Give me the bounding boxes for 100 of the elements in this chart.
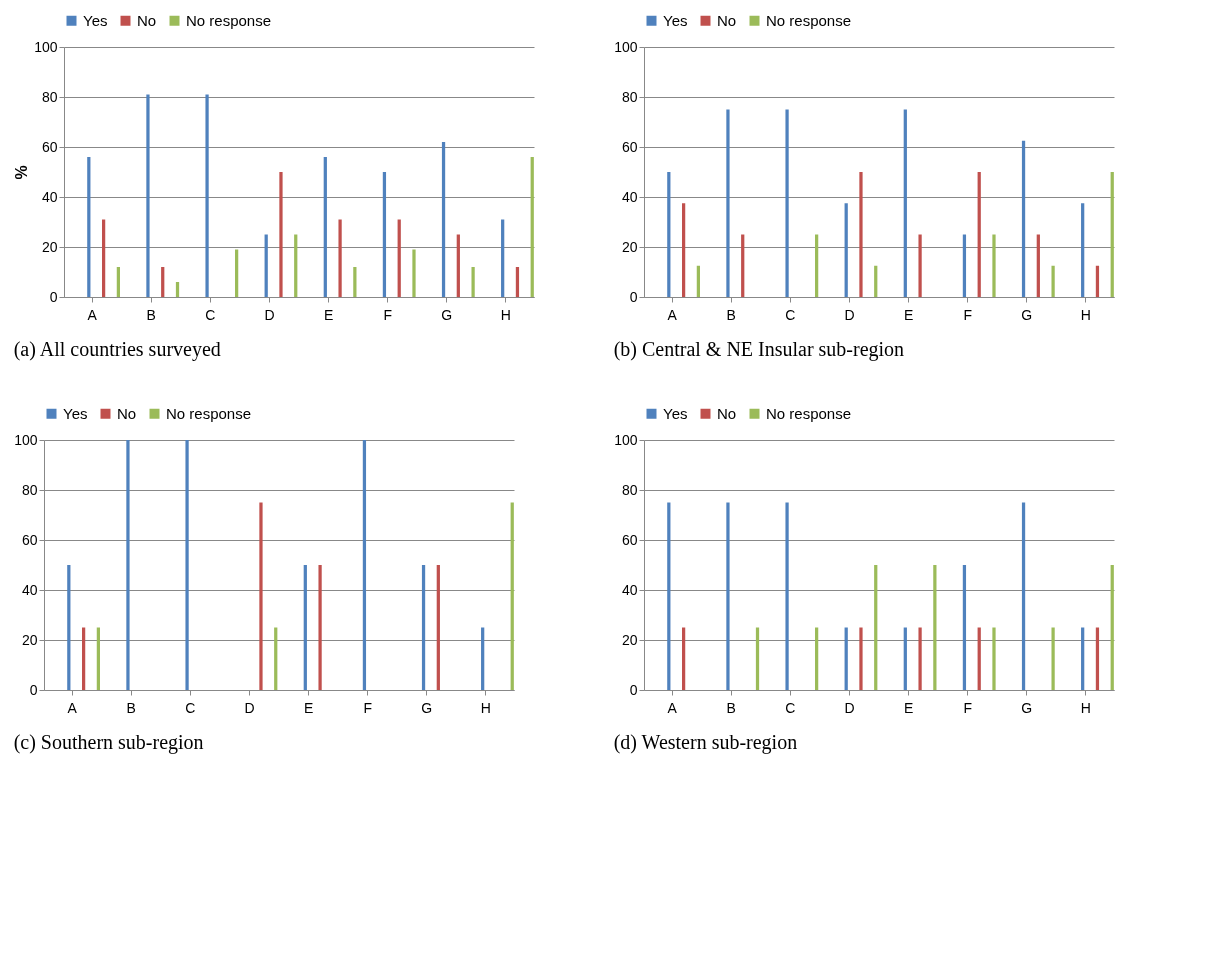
y-tick-label: 40: [21, 581, 38, 598]
legend-label: Yes: [83, 11, 108, 29]
bar: [481, 627, 485, 690]
x-tick-label: C: [205, 306, 216, 323]
bar: [977, 627, 981, 690]
x-tick-label: F: [963, 306, 972, 323]
x-tick-label: C: [785, 699, 796, 716]
bar: [87, 157, 91, 297]
x-tick-label: D: [844, 699, 855, 716]
bar: [456, 234, 460, 297]
bar: [918, 234, 922, 297]
y-tick-label: 80: [21, 481, 38, 498]
bar: [318, 565, 322, 690]
bar: [859, 172, 863, 297]
bar: [903, 109, 907, 297]
y-tick-label: 100: [14, 431, 38, 448]
bar: [844, 627, 848, 690]
bar: [436, 565, 440, 690]
bar: [161, 267, 165, 297]
x-tick-label: A: [67, 699, 78, 716]
bar: [264, 234, 268, 297]
x-tick-label: E: [903, 699, 914, 716]
x-tick-label: D: [244, 699, 255, 716]
bar: [382, 172, 387, 297]
y-tick-label: 0: [29, 681, 38, 698]
bar: [741, 234, 745, 297]
x-tick-label: E: [903, 306, 914, 323]
bar: [471, 267, 475, 297]
y-tick-label: 20: [21, 631, 38, 648]
y-tick-label: 20: [621, 238, 638, 255]
y-tick-label: 60: [621, 531, 638, 548]
bar: [1036, 234, 1040, 297]
bar: [815, 234, 819, 297]
bar: [755, 627, 760, 690]
x-tick-label: A: [667, 699, 678, 716]
x-tick-label: D: [264, 306, 275, 323]
bar: [421, 565, 426, 690]
bar: [259, 502, 263, 690]
y-tick-label: 0: [629, 681, 638, 698]
text: (c) Southern sub-region: [13, 731, 204, 754]
x-tick-label: G: [421, 699, 433, 716]
text: (d) Western sub-region: [613, 731, 798, 754]
bar: [874, 565, 878, 690]
bar: [279, 172, 283, 297]
bar: [785, 502, 789, 690]
x-tick-label: B: [126, 699, 136, 716]
bar: [1081, 627, 1085, 690]
bar: [338, 219, 342, 297]
bar: [116, 267, 121, 297]
y-tick-label: 60: [21, 531, 38, 548]
x-tick-label: C: [785, 306, 796, 323]
x-tick-label: H: [480, 699, 491, 716]
x-tick-label: F: [363, 699, 372, 716]
x-tick-label: E: [323, 306, 334, 323]
bar: [726, 502, 730, 690]
x-tick-label: H: [500, 306, 511, 323]
bar: [903, 627, 907, 690]
bar: [1110, 565, 1114, 690]
bar: [859, 627, 863, 690]
x-tick-label: D: [844, 306, 855, 323]
bar: [1095, 265, 1100, 297]
bar: [274, 627, 278, 690]
bar: [303, 565, 307, 690]
bar: [501, 219, 505, 297]
y-axis-title: %: [13, 165, 31, 180]
bar: [696, 265, 701, 297]
bar: [205, 94, 209, 297]
legend-label: No response: [766, 11, 852, 29]
y-tick-label: 80: [621, 481, 638, 498]
bar: [67, 565, 71, 690]
bar: [397, 219, 401, 297]
y-tick-label: 40: [621, 188, 638, 205]
bar: [992, 234, 996, 297]
bar: [667, 502, 671, 690]
y-tick-label: 20: [41, 238, 58, 255]
bar: [1021, 140, 1026, 297]
x-tick-label: A: [87, 306, 98, 323]
bar: [785, 109, 789, 297]
text: (a) All countries surveyed: [13, 338, 221, 361]
bar: [844, 203, 848, 297]
y-tick-label: 100: [34, 38, 58, 55]
x-tick-label: H: [1080, 306, 1091, 323]
y-tick-label: 0: [49, 288, 58, 305]
x-tick-label: B: [146, 306, 156, 323]
x-tick-label: G: [1021, 306, 1033, 323]
y-tick-label: 80: [621, 88, 638, 105]
x-tick-label: F: [383, 306, 392, 323]
x-tick-label: F: [963, 699, 972, 716]
legend-label: No response: [166, 404, 252, 422]
y-tick-label: 0: [629, 288, 638, 305]
bar: [235, 249, 239, 297]
y-tick-label: 60: [41, 138, 58, 155]
bar: [412, 249, 416, 297]
legend-label: No: [117, 404, 137, 422]
bar: [1051, 627, 1055, 690]
bar: [530, 157, 534, 297]
legend-label: Yes: [663, 404, 688, 422]
bar: [81, 627, 86, 690]
bar: [515, 267, 520, 297]
bar: [681, 627, 686, 690]
